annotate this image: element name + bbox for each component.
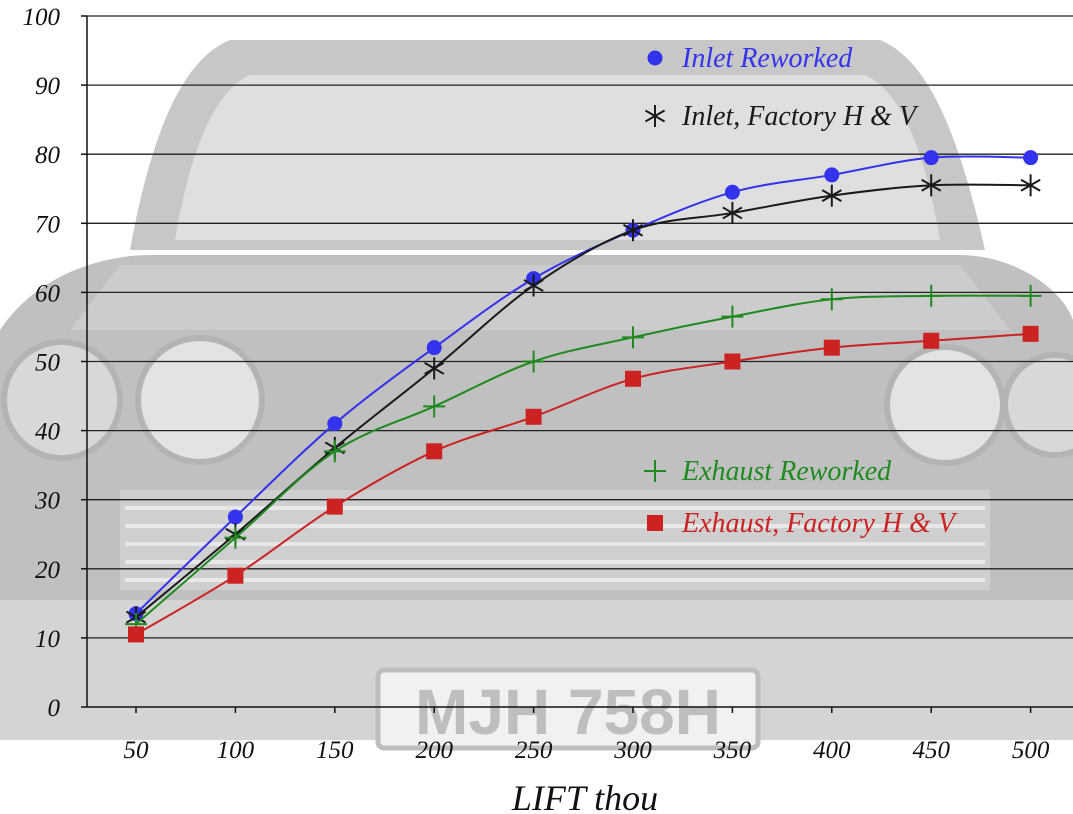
car-grille (120, 490, 990, 590)
point-inlet-factory-h-v-350-d2 (722, 206, 743, 220)
point-inlet-factory-h-v-450 (921, 174, 942, 197)
point-inlet-factory-h-v-250 (523, 274, 544, 297)
series-line-inlet-factory-h-v (135, 183, 1031, 618)
point-exhaust-factory-h-v-100 (227, 567, 244, 584)
y-tick-label-10: 10 (35, 626, 61, 653)
y-tick-label-0: 0 (48, 695, 61, 722)
headlight-left-inner (135, 335, 265, 465)
number-plate-text: MJH 758H (415, 676, 721, 748)
legend-inlet: Inlet Reworked Inlet, Factory H & V (644, 43, 919, 132)
x-tick-label-100: 100 (217, 737, 255, 764)
car-bonnet (70, 265, 1010, 330)
x-tick-label-250: 250 (515, 737, 553, 764)
legend-entry-inlet-reworked: Inlet Reworked (647, 43, 853, 74)
point-exhaust-reworked-150 (323, 440, 346, 463)
series-line-inlet-reworked (135, 155, 1031, 615)
point-exhaust-factory-h-v-300 (625, 370, 641, 387)
point-inlet-reworked-500 (1023, 150, 1039, 166)
headlight-right-inner (884, 344, 1006, 466)
grille-bars (125, 506, 985, 582)
x-tick-label-500: 500 (1012, 737, 1050, 764)
legend-label-exhaust-factory-h-v: Exhaust, Factory H & V (681, 508, 958, 539)
legend-label-inlet-factory-h-v: Inlet, Factory H & V (681, 101, 919, 132)
point-inlet-factory-h-v-200 (424, 357, 445, 380)
point-inlet-factory-h-v-500-d2 (1020, 178, 1041, 192)
point-exhaust-factory-h-v-50 (128, 626, 144, 643)
legend-exhaust: Exhaust Reworked Exhaust, Factory H & V (644, 456, 958, 539)
point-inlet-factory-h-v-450-d2 (921, 178, 942, 192)
point-inlet-reworked-450 (923, 150, 939, 166)
x-tick-label-150: 150 (316, 737, 354, 764)
series-line-exhaust-reworked (135, 294, 1031, 625)
point-inlet-factory-h-v-250-d2 (523, 279, 544, 292)
point-inlet-reworked-150 (327, 416, 343, 432)
point-exhaust-factory-h-v-500 (1022, 325, 1039, 342)
point-exhaust-factory-h-v-400 (823, 339, 840, 356)
point-exhaust-reworked-350 (721, 305, 744, 328)
y-tick-label-100: 100 (23, 4, 61, 31)
y-tick-label-60: 60 (35, 280, 61, 307)
point-inlet-factory-h-v-500 (1020, 174, 1041, 197)
y-tick-label-70: 70 (35, 211, 61, 238)
point-exhaust-reworked-450 (920, 284, 943, 307)
point-inlet-reworked-100 (227, 509, 243, 525)
x-tick-label-350: 350 (713, 737, 752, 764)
legend-marker-inlet-factory-h-v (644, 105, 666, 127)
point-exhaust-factory-h-v-450 (923, 332, 940, 349)
point-inlet-factory-h-v-400 (821, 184, 842, 207)
axes (81, 15, 1073, 713)
series-exhaust-reworked (125, 284, 1042, 636)
point-exhaust-reworked-500 (1019, 284, 1042, 307)
point-inlet-reworked-350 (724, 184, 740, 200)
legend-label-exhaust-reworked: Exhaust Reworked (681, 456, 892, 487)
x-axis-title: LIFT thou (511, 778, 658, 814)
data-series (125, 150, 1042, 643)
grid-lines (87, 15, 1073, 639)
point-inlet-reworked-200 (426, 340, 442, 356)
point-exhaust-reworked-200 (423, 395, 446, 418)
y-tick-label-40: 40 (35, 419, 61, 446)
legend-label-inlet-reworked: Inlet Reworked (681, 43, 853, 74)
point-inlet-factory-h-v-300-d2 (622, 223, 644, 237)
car-photo-background: MJH 758H (0, 40, 1073, 751)
x-tick-labels: 50 100 150 200 250 300 350 400 450 500 (124, 737, 1050, 764)
x-tick-label-300: 300 (613, 737, 652, 764)
point-exhaust-factory-h-v-150 (326, 498, 343, 515)
legend-marker-exhaust-factory-h-v (647, 515, 663, 531)
point-exhaust-factory-h-v-250 (525, 408, 542, 425)
x-tick-label-400: 400 (813, 737, 851, 764)
point-inlet-factory-h-v-400-d2 (821, 189, 842, 203)
number-plate (375, 667, 761, 751)
legend-marker-inlet-reworked (647, 50, 663, 66)
point-exhaust-reworked-300 (622, 326, 644, 349)
y-tick-label-20: 20 (35, 557, 61, 584)
legend-marker-exhaust-reworked (644, 460, 666, 482)
y-tick-label-30: 30 (34, 488, 61, 515)
car-windscreen (175, 75, 940, 240)
y-tick-label-50: 50 (35, 350, 61, 377)
y-tick-label-80: 80 (35, 142, 61, 169)
x-tick-label-450: 450 (912, 737, 950, 764)
point-exhaust-reworked-400 (820, 288, 843, 311)
y-tick-label-90: 90 (35, 73, 61, 100)
point-exhaust-reworked-100 (224, 526, 247, 549)
point-exhaust-reworked-250 (522, 350, 545, 373)
series-exhaust-factory-h-v (128, 325, 1039, 643)
legend-entry-exhaust-factory-h-v: Exhaust, Factory H & V (647, 508, 958, 539)
x-tick-label-200: 200 (415, 737, 453, 764)
x-tick-label-50: 50 (124, 737, 150, 764)
headlight-left-outer (1, 339, 123, 461)
legend-entry-exhaust-reworked: Exhaust Reworked (644, 456, 892, 487)
point-exhaust-factory-h-v-350 (724, 353, 741, 370)
point-inlet-factory-h-v-300 (622, 219, 644, 242)
legend-entry-inlet-factory-h-v: Inlet, Factory H & V (644, 101, 919, 132)
point-inlet-factory-h-v-350 (722, 201, 743, 224)
point-inlet-factory-h-v-200-d2 (424, 362, 445, 375)
point-inlet-reworked-400 (824, 167, 840, 183)
legend-marker-inlet-factory-h-v-d2 (644, 109, 666, 123)
point-exhaust-factory-h-v-200 (426, 443, 443, 460)
series-line-exhaust-factory-h-v (135, 332, 1031, 636)
y-tick-labels: 0 10 20 30 40 50 60 70 80 90 100 (23, 4, 61, 722)
